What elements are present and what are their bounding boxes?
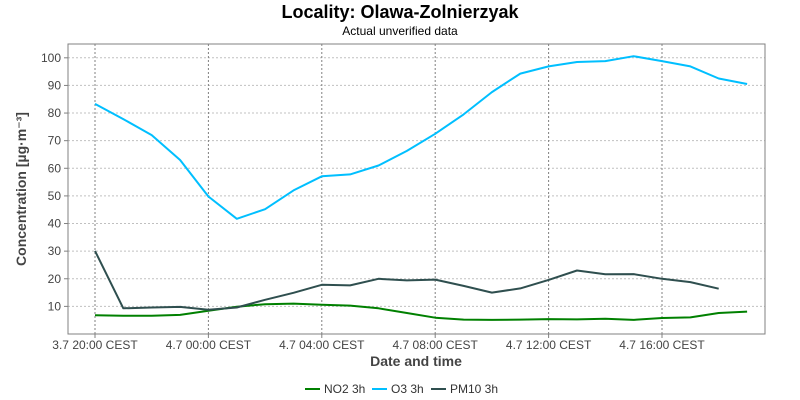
x-tick-label: 4.7 12:00 CEST bbox=[506, 338, 592, 352]
x-axis-ticks: 3.7 20:00 CEST 4.7 00:00 CEST 4.7 04:00 CE… bbox=[52, 334, 705, 352]
y-tick-label: 10 bbox=[48, 299, 62, 313]
x-tick-label: 4.7 16:00 CEST bbox=[619, 338, 705, 352]
x-tick-label: 4.7 08:00 CEST bbox=[393, 338, 479, 352]
y-tick-label: 40 bbox=[48, 217, 62, 231]
legend-label-o3: O3 3h bbox=[391, 382, 424, 396]
y-tick-label: 50 bbox=[48, 189, 62, 203]
chart-subtitle: Actual unverified data bbox=[342, 24, 458, 38]
y-tick-label: 20 bbox=[48, 272, 62, 286]
y-tick-label: 80 bbox=[48, 106, 62, 120]
x-tick-label: 3.7 20:00 CEST bbox=[52, 338, 138, 352]
y-axis-label: Concentration [µg·m⁻³] bbox=[13, 112, 29, 266]
plot-area-border bbox=[67, 43, 766, 335]
legend-label-no2: NO2 3h bbox=[324, 382, 365, 396]
y-tick-label: 90 bbox=[48, 78, 62, 92]
grid-layer bbox=[68, 44, 765, 334]
y-tick-label: 70 bbox=[48, 134, 62, 148]
chart-title: Locality: Olawa-Zolnierzyak bbox=[281, 2, 519, 22]
x-axis-label: Date and time bbox=[370, 353, 462, 369]
y-tick-label: 30 bbox=[48, 244, 62, 258]
y-axis-ticks: 10 20 30 40 50 60 70 80 90 100 bbox=[41, 51, 68, 313]
legend: NO2 3h O3 3h PM10 3h bbox=[305, 382, 498, 396]
series-line-o3 bbox=[94, 55, 748, 220]
series-layer bbox=[94, 55, 748, 321]
x-tick-label: 4.7 00:00 CEST bbox=[166, 338, 252, 352]
series-line-no2 bbox=[94, 302, 748, 321]
y-tick-label: 100 bbox=[41, 51, 61, 65]
y-tick-label: 60 bbox=[48, 161, 62, 175]
legend-label-pm10: PM10 3h bbox=[450, 382, 498, 396]
x-tick-label: 4.7 04:00 CEST bbox=[279, 338, 365, 352]
series-line-pm10 bbox=[94, 250, 719, 311]
